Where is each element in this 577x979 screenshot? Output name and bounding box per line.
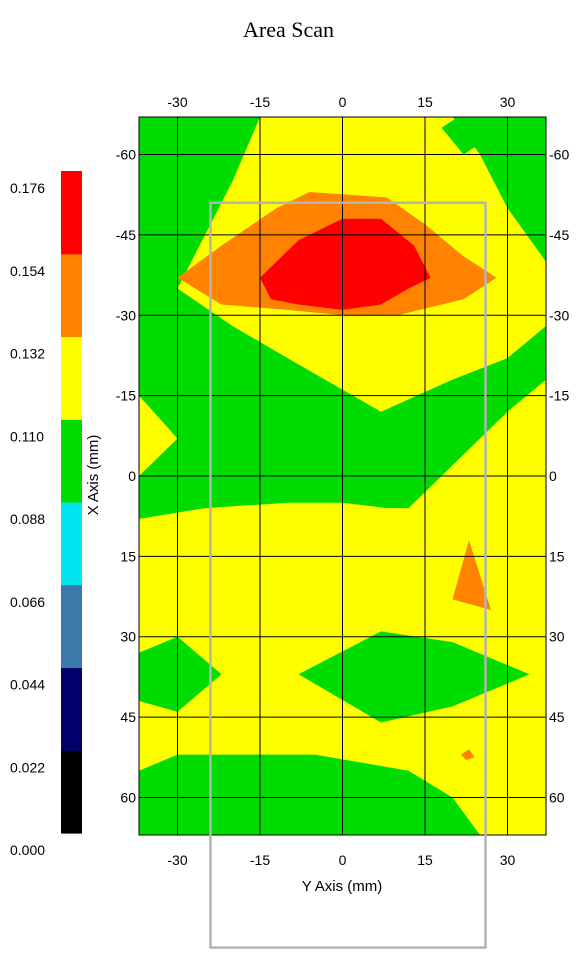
colorbar-label: 0.044: [10, 677, 45, 693]
y-tick-label-left: -60: [116, 147, 136, 163]
plot-area-border: [138, 116, 547, 836]
colorbar-label: 0.176: [10, 180, 45, 196]
x-tick-label-bottom: -15: [250, 852, 270, 868]
y-tick-label-left: -15: [116, 388, 136, 404]
colorbar-label: 0.000: [10, 842, 45, 858]
colorbar-swatch: [61, 419, 82, 503]
x-tick-label-bottom: 0: [339, 852, 347, 868]
colorbar-label: 0.022: [10, 759, 45, 775]
colorbar-label: 0.066: [10, 594, 45, 610]
contour-region-3: [139, 636, 222, 712]
contour-region-10: [452, 540, 491, 610]
colorbar-swatch: [61, 667, 82, 751]
colorbar-swatch: [61, 750, 82, 834]
colorbar: [61, 171, 82, 834]
colorbar-swatch: [61, 171, 82, 255]
y-tick-label-right: 15: [549, 548, 565, 564]
y-axis-label: X Axis (mm): [85, 435, 102, 516]
contour-region-11: [460, 749, 475, 760]
x-tick-label-bottom: 15: [417, 852, 433, 868]
contour-region-1: [139, 395, 178, 476]
y-tick-label-left: 45: [120, 709, 136, 725]
contour-region-5: [139, 754, 480, 835]
contour-region-4: [298, 631, 530, 723]
tick-labels: -30 -30 -15 -15 0 0 15 15 30 30 -60 -60 -45 -45 -30 -30…: [116, 94, 570, 868]
colorbar-label: 0.088: [10, 511, 45, 527]
x-tick-label-top: -15: [250, 94, 270, 110]
colorbar-label: 0.110: [10, 428, 44, 444]
scan-frame: [209, 201, 487, 949]
x-tick-label-top: 0: [339, 94, 347, 110]
y-tick-label-right: 0: [549, 468, 557, 484]
y-tick-label-right: -15: [549, 388, 569, 404]
gridlines: [139, 117, 546, 835]
contour-region-7: [441, 117, 480, 155]
colorbar-swatch: [61, 502, 82, 586]
colorbar-labels: 0.000 0.022 0.044 0.066 0.088 0.110 0.132 0.154…: [10, 180, 45, 858]
y-tick-label-left: 0: [128, 468, 136, 484]
y-tick-label-left: 60: [120, 789, 136, 805]
x-tick-label-bottom: 30: [500, 852, 516, 868]
contour-region-9: [260, 218, 431, 310]
x-tick-label-top: 30: [500, 94, 516, 110]
chart-title: Area Scan: [242, 17, 334, 42]
y-tick-label-left: 15: [120, 548, 136, 564]
scan-frame-rect: [209, 201, 487, 949]
y-tick-label-left: 30: [120, 629, 136, 645]
x-tick-label-top: 15: [417, 94, 433, 110]
y-tick-label-right: 60: [549, 789, 565, 805]
colorbar-label: 0.154: [10, 263, 45, 279]
y-tick-label-right: -60: [549, 147, 569, 163]
colorbar-label: 0.132: [10, 346, 45, 362]
x-axis-label: Y Axis (mm): [302, 878, 383, 895]
y-tick-label-right: 45: [549, 709, 565, 725]
y-tick-label-left: -30: [116, 307, 136, 323]
y-tick-label-right: 30: [549, 629, 565, 645]
colorbar-swatch: [61, 336, 82, 420]
colorbar-swatch: [61, 253, 82, 338]
x-tick-label-bottom: -30: [167, 852, 187, 868]
y-tick-label-right: -30: [549, 307, 569, 323]
y-tick-label-right: -45: [549, 227, 569, 243]
y-tick-label-left: -45: [116, 227, 136, 243]
colorbar-swatch: [61, 584, 82, 669]
x-tick-label-top: -30: [167, 94, 187, 110]
